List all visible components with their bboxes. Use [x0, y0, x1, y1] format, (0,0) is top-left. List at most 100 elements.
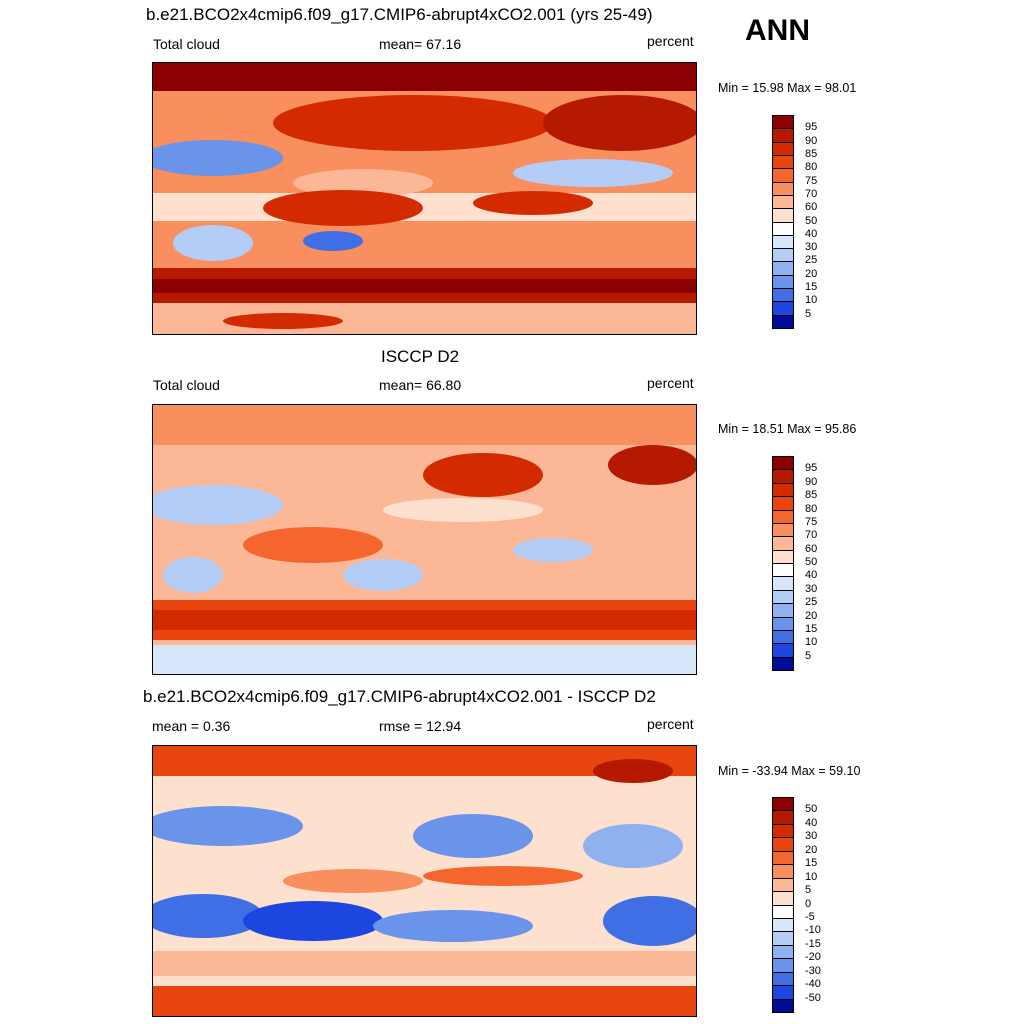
colorbar-swatch	[772, 509, 794, 524]
colorbar-swatch	[772, 985, 794, 1000]
colorbar-swatch	[772, 656, 794, 671]
colorbar-swatch	[772, 234, 794, 250]
colorbar-swatch	[772, 917, 794, 933]
colorbar-tick-label: -40	[805, 978, 821, 991]
colorbar-tick-label: 5	[805, 307, 812, 320]
colorbar-swatch	[772, 563, 794, 578]
colorbar-tick-label: 60	[805, 542, 818, 555]
colorbar-tick-label: 25	[805, 254, 818, 267]
panel-3-map-field	[153, 746, 696, 1016]
colorbar-swatch	[772, 643, 794, 658]
panel-2-title: ISCCP D2	[381, 347, 460, 366]
colorbar-swatch	[772, 616, 794, 631]
colorbar-swatch	[772, 944, 794, 960]
panel-1-map	[152, 62, 697, 335]
colorbar-swatch	[772, 864, 794, 879]
colorbar-tick-label: 30	[805, 241, 818, 254]
colorbar-swatch	[772, 301, 794, 316]
colorbar-tick-label: 90	[805, 134, 818, 147]
colorbar-tick-label: 20	[805, 843, 818, 856]
panel-1-units-label: percent	[647, 33, 694, 49]
colorbar-swatch	[772, 221, 794, 236]
colorbar-tick-label: 75	[805, 515, 818, 528]
colorbar-swatch	[772, 115, 794, 130]
colorbar-tick-label: 50	[805, 803, 818, 816]
panel-1-title: b.e21.BCO2x4cmip6.f09_g17.CMIP6-abrupt4x…	[146, 5, 653, 24]
panel-2-map-field	[153, 405, 696, 674]
colorbar-swatch	[772, 904, 794, 919]
colorbar-tick-label: 15	[805, 622, 818, 635]
colorbar-swatch	[772, 877, 794, 893]
colorbar-swatch	[772, 536, 794, 551]
colorbar-tick-label: 90	[805, 475, 818, 488]
season-label: ANN	[745, 14, 810, 47]
colorbar-swatch	[772, 891, 794, 906]
colorbar-swatch	[772, 603, 794, 618]
panel-3-mean-label: mean = 0.36	[152, 718, 231, 734]
colorbar-tick-label: 80	[805, 161, 818, 174]
colorbar-swatch	[772, 154, 794, 170]
colorbar-tick-label: 70	[805, 187, 818, 200]
colorbar-swatch	[772, 931, 794, 946]
colorbar-tick-label: 40	[805, 569, 818, 582]
colorbar-tick-label: 95	[805, 121, 818, 134]
panel-3-colorbar: 50 40 30 20 15 10 5 0 -5 -10 -15 -20 -30 -40 -50	[772, 797, 852, 1013]
colorbar-swatch	[772, 823, 794, 839]
colorbar-tick-label: 70	[805, 529, 818, 542]
colorbar-tick-label: 5	[805, 884, 812, 897]
colorbar-tick-label: -10	[805, 924, 821, 937]
colorbar-swatch	[772, 248, 794, 263]
colorbar-tick-label: 0	[805, 897, 812, 910]
panel-2-left-label: Total cloud	[153, 377, 220, 393]
colorbar-swatch	[772, 576, 794, 591]
colorbar-swatch	[772, 522, 794, 538]
colorbar-tick-label: 85	[805, 489, 818, 502]
colorbar-swatch	[772, 810, 794, 825]
colorbar-tick-label: 85	[805, 147, 818, 160]
panel-2-colorbar: 95 90 85 80 75 70 60 50 40 30 25 20 15 10 5	[772, 456, 852, 671]
colorbar-swatch	[772, 589, 794, 605]
colorbar-swatch	[772, 837, 794, 852]
colorbar-tick-label: 10	[805, 294, 818, 307]
colorbar-tick-label: -30	[805, 964, 821, 977]
colorbar-swatch	[772, 496, 794, 511]
colorbar-swatch	[772, 958, 794, 973]
colorbar-tick-label: 40	[805, 227, 818, 240]
panel-3-map	[152, 745, 697, 1017]
colorbar-tick-label: 75	[805, 174, 818, 187]
colorbar-tick-label: 30	[805, 582, 818, 595]
colorbar-tick-label: 50	[805, 556, 818, 568]
colorbar-swatch	[772, 168, 794, 183]
colorbar-tick-label: 15	[805, 857, 818, 870]
colorbar-swatch	[772, 482, 794, 498]
colorbar-tick-label: 5	[805, 649, 812, 662]
panel-1-colorbar: 95 90 85 80 75 70 60 50 40 30 25 20 15 10 5	[772, 115, 852, 329]
colorbar-swatch	[772, 797, 794, 812]
colorbar-tick-label: -5	[805, 910, 815, 923]
colorbar-tick-label: 20	[805, 267, 818, 280]
colorbar-tick-label: 95	[805, 462, 818, 475]
panel-2-map	[152, 404, 697, 675]
panel-1-left-label: Total cloud	[153, 36, 220, 52]
panel-1-minmax: Min = 15.98 Max = 98.01	[718, 81, 857, 95]
colorbar-tick-label: -50	[805, 991, 821, 1004]
colorbar-swatch	[772, 469, 794, 484]
colorbar-swatch	[772, 998, 794, 1013]
colorbar-tick-label: 10	[805, 870, 818, 883]
colorbar-tick-label: 40	[805, 816, 818, 829]
colorbar-tick-label: 50	[805, 214, 818, 227]
panel-2-minmax: Min = 18.51 Max = 95.86	[718, 422, 857, 436]
colorbar-tick-label: 25	[805, 596, 818, 609]
colorbar-swatch	[772, 629, 794, 645]
colorbar-tick-label: 80	[805, 502, 818, 515]
colorbar-swatch	[772, 181, 794, 196]
panel-2-mean-label: mean= 66.80	[379, 377, 462, 393]
panel-3-title: b.e21.BCO2x4cmip6.f09_g17.CMIP6-abrupt4x…	[143, 687, 656, 706]
colorbar-swatch	[772, 850, 794, 866]
panel-1-map-field	[153, 63, 696, 334]
colorbar-swatch	[772, 128, 794, 143]
colorbar-tick-label: 30	[805, 830, 818, 843]
colorbar-swatch	[772, 274, 794, 290]
colorbar-swatch	[772, 261, 794, 276]
panel-3-minmax: Min = -33.94 Max = 59.10	[718, 764, 861, 778]
